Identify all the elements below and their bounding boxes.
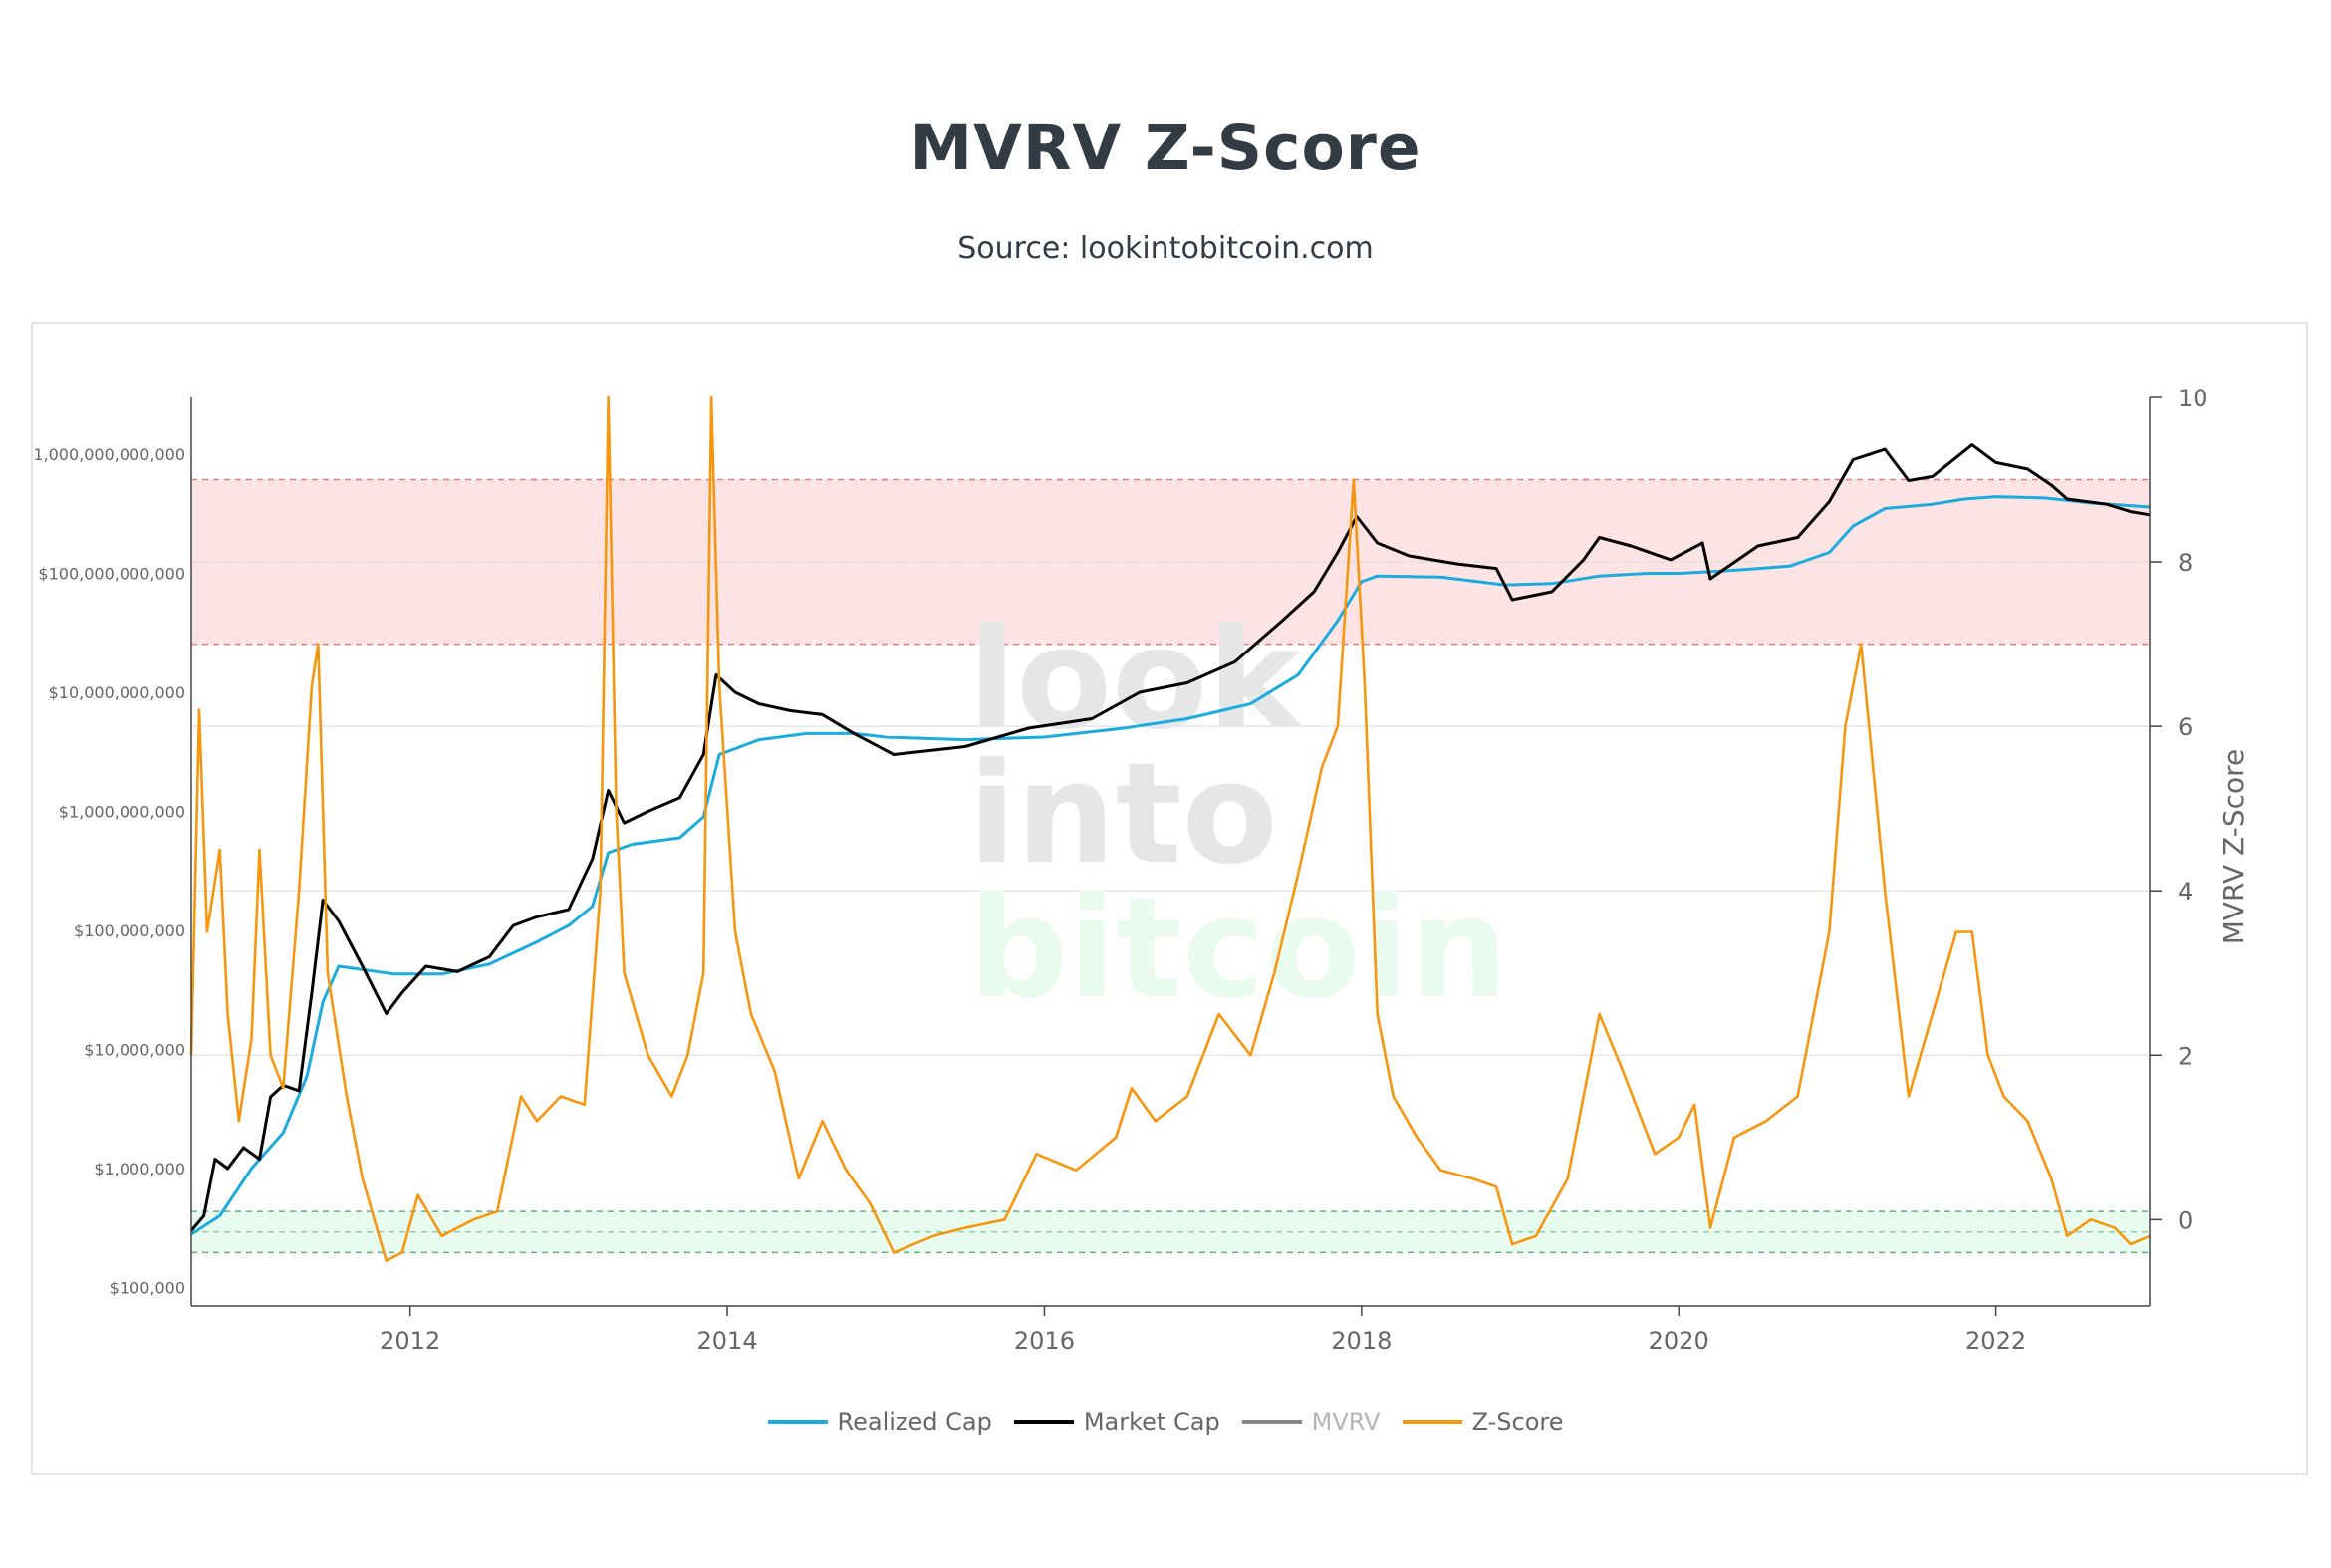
legend-swatch-z-score bbox=[1402, 1420, 1462, 1424]
x-tick-label: 2014 bbox=[697, 1327, 758, 1355]
series-line-z-score bbox=[189, 395, 2151, 1262]
legend-swatch-realized-cap bbox=[767, 1420, 828, 1424]
x-tick-label: 2022 bbox=[1965, 1327, 2026, 1355]
x-tick-label: 2018 bbox=[1331, 1327, 1392, 1355]
series-layer bbox=[189, 395, 2151, 1262]
axes-layer: 2012 2014 2016 2018 2020 2022 $100,000 $1,000,0… bbox=[33, 385, 2207, 1355]
legend-item-mvrv[interactable]: MVRV bbox=[1241, 1408, 1381, 1436]
series-line-realized-cap bbox=[190, 495, 2151, 1236]
legend-swatch-mvrv bbox=[1241, 1420, 1302, 1424]
legend-label-mvrv: MVRV bbox=[1311, 1408, 1381, 1436]
y-left-tick-label: $1,000,000,000 bbox=[59, 803, 185, 822]
legend-item-market-cap[interactable]: Market Cap bbox=[1013, 1408, 1220, 1436]
page-subtitle: Source: lookintobitcoin.com bbox=[957, 231, 1374, 266]
y-right-tick-label: 4 bbox=[2178, 878, 2193, 906]
y-left-tick-label: 1,000,000,000,000 bbox=[33, 445, 185, 464]
x-tick-label: 2016 bbox=[1014, 1327, 1075, 1355]
y-left-tick-label: $10,000,000 bbox=[84, 1040, 185, 1059]
y-left-tick-label: $10,000,000,000 bbox=[49, 683, 185, 702]
watermark: look into bitcoin bbox=[968, 599, 1508, 1030]
x-tick-label: 2012 bbox=[380, 1327, 440, 1355]
y-left-tick-label: $100,000,000,000 bbox=[38, 565, 185, 584]
y-right-tick-label: 10 bbox=[2178, 385, 2208, 412]
legend-label-market-cap: Market Cap bbox=[1083, 1408, 1220, 1436]
y-left-tick-label: $100,000,000 bbox=[74, 921, 185, 940]
chart-legend: Realized Cap Market Cap MVRV Z-Score bbox=[0, 1408, 2331, 1436]
gridlines bbox=[191, 561, 2150, 1057]
legend-item-realized-cap[interactable]: Realized Cap bbox=[767, 1408, 992, 1436]
y-left-tick-label: $1,000,000 bbox=[94, 1160, 185, 1178]
legend-label-z-score: Z-Score bbox=[1471, 1408, 1564, 1436]
watermark-into: into bbox=[968, 733, 1278, 896]
legend-swatch-market-cap bbox=[1013, 1420, 1074, 1424]
y-right-axis-label: MVRV Z-Score bbox=[2217, 749, 2250, 945]
y-right-tick-label: 0 bbox=[2178, 1206, 2193, 1234]
x-tick-label: 2020 bbox=[1649, 1327, 1709, 1355]
watermark-look: look bbox=[968, 599, 1303, 761]
y-right-tick-label: 6 bbox=[2178, 713, 2193, 741]
page-title: MVRV Z-Score bbox=[909, 112, 1422, 184]
y-left-tick-label: $100,000 bbox=[110, 1278, 185, 1297]
chart-frame bbox=[31, 322, 2308, 1475]
legend-label-realized-cap: Realized Cap bbox=[837, 1408, 992, 1436]
watermark-bitcoin: bitcoin bbox=[968, 868, 1508, 1030]
y-right-tick-label: 8 bbox=[2178, 549, 2193, 577]
y-right-tick-label: 2 bbox=[2178, 1042, 2193, 1070]
legend-item-z-score[interactable]: Z-Score bbox=[1402, 1408, 1564, 1436]
series-line-market-cap bbox=[189, 443, 2151, 1232]
